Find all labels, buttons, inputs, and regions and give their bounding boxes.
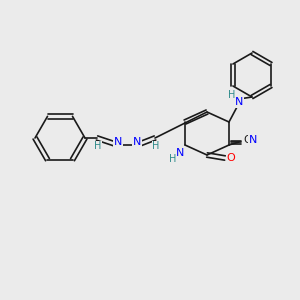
- Text: N: N: [249, 135, 257, 145]
- Text: N: N: [176, 148, 184, 158]
- Text: N: N: [133, 137, 141, 147]
- Text: C: C: [243, 135, 251, 145]
- Text: H: H: [152, 141, 160, 151]
- Text: H: H: [169, 154, 177, 164]
- Text: H: H: [94, 141, 102, 151]
- Text: N: N: [114, 137, 122, 147]
- Text: O: O: [226, 153, 236, 163]
- Text: N: N: [235, 97, 243, 107]
- Text: H: H: [228, 90, 236, 100]
